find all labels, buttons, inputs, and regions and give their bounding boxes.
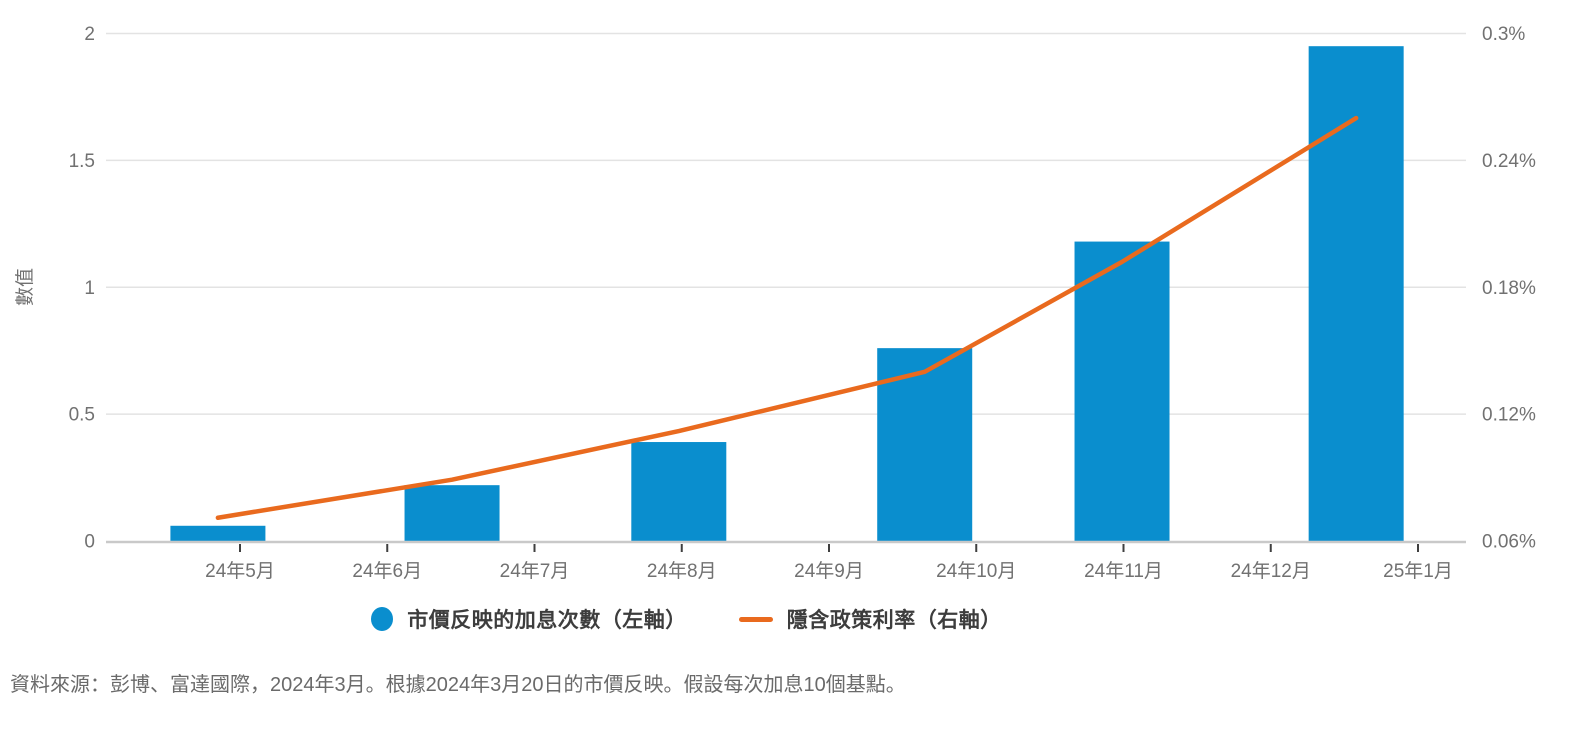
chart-plot-area: 24年5月 24年6月 24年7月 24年8月 24年9月 24年10月 24年11月 24年… xyxy=(14,24,1536,582)
bar-hike-count xyxy=(170,525,266,541)
bar-hike-count xyxy=(404,485,500,541)
x-tick-label: 24年8月 xyxy=(647,560,717,582)
x-tick-label: 24年9月 xyxy=(794,560,864,582)
right-axis-tick-label: 0.06% xyxy=(1482,532,1536,553)
chart-legend: 市價反映的加息次數（左軸） 隱含政策利率（右軸） xyxy=(0,604,1473,634)
legend-label-implied-rate: 隱含政策利率（右軸） xyxy=(786,609,1002,632)
left-axis-tick-label: 0.5 xyxy=(69,405,95,426)
x-tick-label: 25年1月 xyxy=(1383,560,1453,582)
bar-hike-count xyxy=(877,348,973,541)
right-axis-tick-label: 0.24% xyxy=(1482,151,1536,172)
legend-item-implied-rate: 隱含政策利率（右軸） xyxy=(738,604,1002,634)
left-axis-tick-label: 1 xyxy=(84,278,95,299)
bar-hike-count xyxy=(1074,241,1170,541)
x-tick-label: 24年12月 xyxy=(1231,560,1311,582)
left-axis-tick-label: 1.5 xyxy=(69,151,95,172)
x-tick-label: 24年6月 xyxy=(352,560,422,582)
x-tick-label: 24年10月 xyxy=(936,560,1016,582)
x-tick-label: 24年7月 xyxy=(500,560,570,582)
right-axis-tick-label: 0.12% xyxy=(1482,405,1536,426)
implied-policy-rate-line xyxy=(215,115,1359,520)
right-axis-tick-label: 0.18% xyxy=(1482,278,1536,299)
x-tick-label: 24年5月 xyxy=(205,560,275,582)
legend-item-hike-count: 市價反映的加息次數（左軸） xyxy=(371,604,687,634)
left-axis-tick-label: 0 xyxy=(84,532,95,553)
bar-series-marker-icon xyxy=(371,607,394,631)
left-axis-title: 數值 xyxy=(14,268,36,306)
left-axis-tick-label: 2 xyxy=(84,24,95,45)
x-tick-label: 24年11月 xyxy=(1084,560,1163,582)
bar-hike-count xyxy=(631,442,727,541)
bar-hike-count xyxy=(1308,46,1404,541)
line-series-marker-icon xyxy=(738,616,773,622)
right-axis-tick-label: 0.3% xyxy=(1482,24,1525,45)
source-note: 資料來源：彭博、富達國際，2024年3月。根據2024年3月20日的市價反映。假… xyxy=(10,674,906,696)
legend-label-hike-count: 市價反映的加息次數（左軸） xyxy=(407,609,687,632)
